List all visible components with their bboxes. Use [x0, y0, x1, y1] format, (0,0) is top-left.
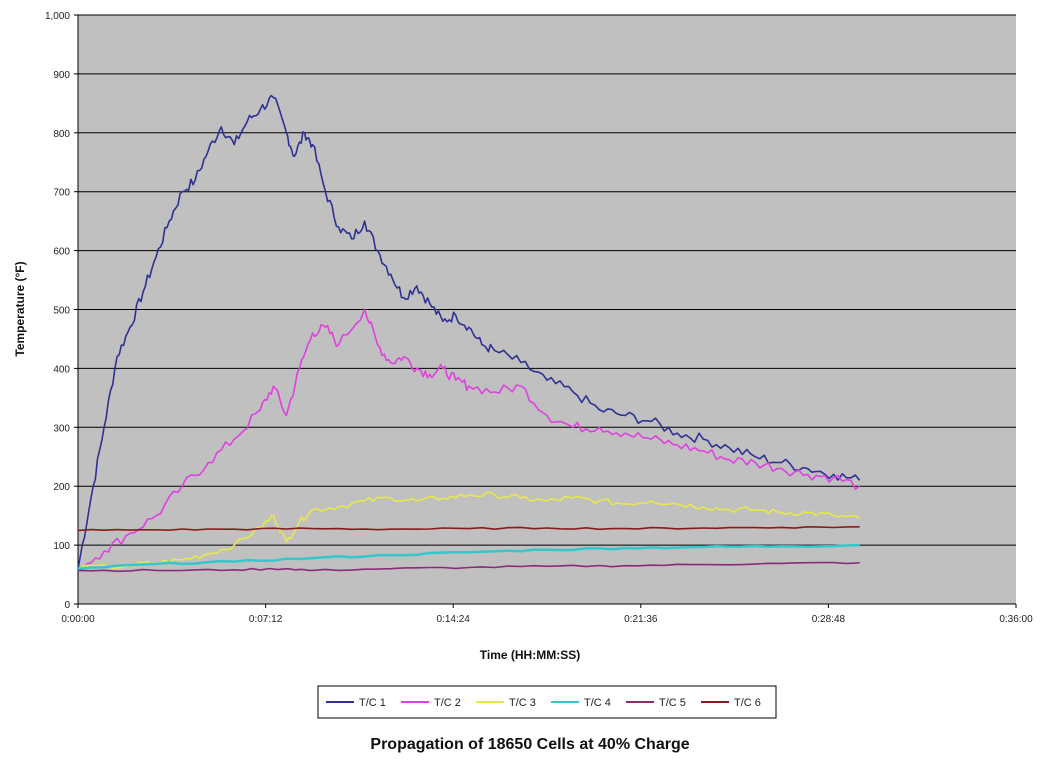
y-axis-title: Temperature (°F) — [13, 261, 27, 356]
x-axis: 0:00:00 0:07:12 0:14:24 0:21:36 0:28:48 0:36:… — [61, 603, 1033, 625]
y-tick-label: 400 — [53, 364, 70, 375]
series-line-t-c-4 — [77, 543, 860, 570]
y-axis: 0 100 200 300 400 500 600 700 800 900 1,000 — [45, 11, 79, 611]
y-tick-label: 900 — [53, 70, 70, 81]
legend-label: T/C 6 — [734, 697, 761, 709]
x-tick-label: 0:36:00 — [999, 614, 1033, 625]
y-tick-label: 800 — [53, 129, 70, 140]
y-tick-label: 600 — [53, 247, 70, 258]
y-tick-label: 700 — [53, 188, 70, 199]
legend-label: T/C 3 — [509, 697, 536, 709]
x-tick-label: 0:00:00 — [61, 614, 95, 625]
y-tick-label: 1,000 — [45, 11, 70, 22]
y-tick-label: 300 — [53, 423, 70, 434]
series-lines — [77, 94, 861, 573]
legend-label: T/C 4 — [584, 697, 611, 709]
x-tick-label: 0:07:12 — [249, 614, 283, 625]
y-tick-label: 0 — [64, 600, 70, 611]
x-tick-label: 0:28:48 — [812, 614, 846, 625]
legend-label: T/C 5 — [659, 697, 686, 709]
legend-label: T/C 2 — [434, 697, 461, 709]
series-line-t-c-1 — [77, 94, 861, 569]
x-tick-label: 0:21:36 — [624, 614, 658, 625]
series-line-t-c-6 — [77, 525, 860, 532]
chart-title: Propagation of 18650 Cells at 40% Charge — [370, 736, 689, 753]
x-tick-label: 0:14:24 — [437, 614, 471, 625]
x-axis-title: Time (HH:MM:SS) — [480, 648, 580, 662]
series-line-t-c-5 — [77, 561, 860, 573]
y-tick-label: 500 — [53, 306, 70, 317]
legend-label: T/C 1 — [359, 697, 386, 709]
legend-box — [317, 685, 777, 719]
legend: T/C 1 T/C 2 T/C 3 T/C 4 T/C 5 T/C 6 — [326, 697, 761, 709]
series-line-t-c-2 — [77, 308, 861, 571]
series-line-t-c-3 — [77, 491, 861, 570]
y-tick-label: 200 — [53, 482, 70, 493]
grid-lines — [78, 14, 1016, 546]
y-tick-label: 100 — [53, 541, 70, 552]
